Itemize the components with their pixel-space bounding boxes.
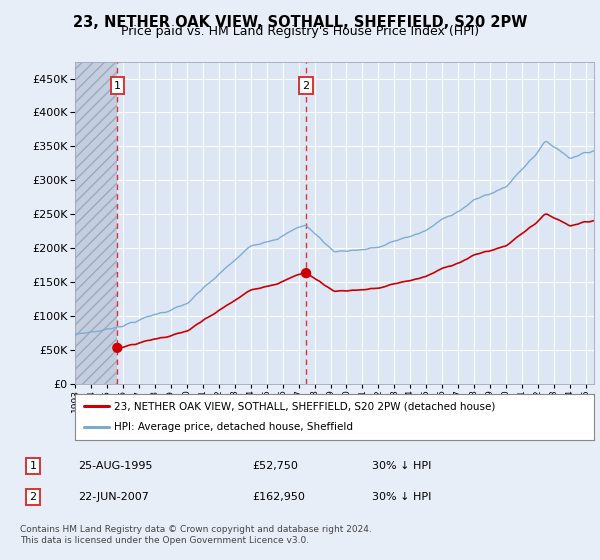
Text: HPI: Average price, detached house, Sheffield: HPI: Average price, detached house, Shef… — [114, 422, 353, 432]
Text: 1: 1 — [29, 461, 37, 471]
Text: 2: 2 — [29, 492, 37, 502]
Text: £52,750: £52,750 — [252, 461, 298, 471]
Text: 22-JUN-2007: 22-JUN-2007 — [78, 492, 149, 502]
Text: £162,950: £162,950 — [252, 492, 305, 502]
Point — [113, 343, 122, 352]
Text: 23, NETHER OAK VIEW, SOTHALL, SHEFFIELD, S20 2PW (detached house): 23, NETHER OAK VIEW, SOTHALL, SHEFFIELD,… — [114, 401, 496, 411]
Bar — [75, 62, 118, 384]
Text: 25-AUG-1995: 25-AUG-1995 — [78, 461, 152, 471]
Text: 2: 2 — [302, 81, 310, 91]
Text: 30% ↓ HPI: 30% ↓ HPI — [372, 461, 431, 471]
Point — [301, 269, 311, 278]
Text: 1: 1 — [114, 81, 121, 91]
Text: Price paid vs. HM Land Registry's House Price Index (HPI): Price paid vs. HM Land Registry's House … — [121, 25, 479, 38]
Text: 30% ↓ HPI: 30% ↓ HPI — [372, 492, 431, 502]
Text: 23, NETHER OAK VIEW, SOTHALL, SHEFFIELD, S20 2PW: 23, NETHER OAK VIEW, SOTHALL, SHEFFIELD,… — [73, 15, 527, 30]
Text: Contains HM Land Registry data © Crown copyright and database right 2024.
This d: Contains HM Land Registry data © Crown c… — [20, 525, 371, 545]
